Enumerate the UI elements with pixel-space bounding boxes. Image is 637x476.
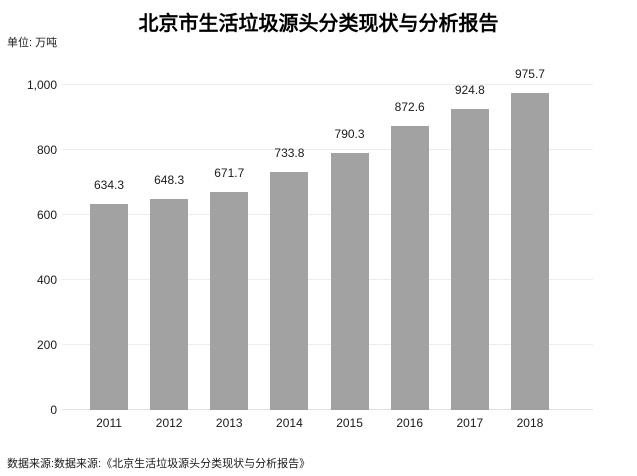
x-axis-tick-label: 2014 — [276, 416, 303, 430]
bar-value-label: 648.3 — [154, 173, 185, 188]
data-source-note: 数据来源:数据来源:《北京生活垃圾源头分类现状与分析报告》 — [7, 458, 311, 470]
bar-2014 — [270, 171, 309, 410]
bar-2016 — [390, 126, 429, 410]
y-axis-tick-label: 800 — [36, 143, 57, 157]
gridline — [62, 149, 593, 150]
gridline — [62, 344, 593, 345]
gridline — [62, 84, 593, 85]
y-axis-tick-label: 400 — [36, 273, 57, 287]
y-axis-tick-label: 0 — [50, 403, 57, 417]
bar-value-label: 733.8 — [274, 145, 305, 160]
bar-value-label: 872.6 — [394, 100, 425, 115]
x-axis-tick-label: 2015 — [336, 416, 363, 430]
y-axis-tick-label: 200 — [36, 338, 57, 352]
bar-2012 — [150, 199, 189, 410]
bar-2011 — [90, 203, 128, 410]
bar-2013 — [210, 191, 249, 410]
x-axis-tick-label: 2012 — [155, 416, 183, 430]
bar-value-label: 790.3 — [334, 127, 365, 142]
bar-value-label: 671.7 — [214, 165, 245, 180]
bar-value-label: 975.7 — [514, 66, 545, 81]
bar-value-label: 924.8 — [454, 83, 485, 98]
x-axis-tick-label: 2016 — [396, 416, 424, 430]
x-axis-tick-label: 2011 — [96, 416, 122, 430]
gridline — [62, 279, 593, 280]
y-axis-tick-label: 600 — [36, 208, 57, 222]
chart-title: 北京市生活垃圾源头分类现状与分析报告 — [138, 13, 499, 35]
x-axis-tick-label: 2013 — [215, 416, 243, 430]
x-axis-baseline — [62, 409, 593, 410]
bar-value-label: 634.3 — [93, 177, 125, 192]
x-axis-tick-label: 2017 — [456, 416, 484, 430]
unit-label: 单位: 万吨 — [7, 37, 58, 49]
bar-2018 — [510, 92, 549, 410]
bar-2017 — [450, 109, 489, 410]
x-axis-tick-label: 2018 — [516, 416, 544, 430]
bar-2015 — [330, 153, 369, 410]
y-axis-tick-label: 1,000 — [26, 78, 57, 92]
gridline — [62, 214, 593, 215]
plot-area: 0 200 400 600 800 1,000 634.3 2011 648.3 2012 671.… — [27, 67, 593, 430]
